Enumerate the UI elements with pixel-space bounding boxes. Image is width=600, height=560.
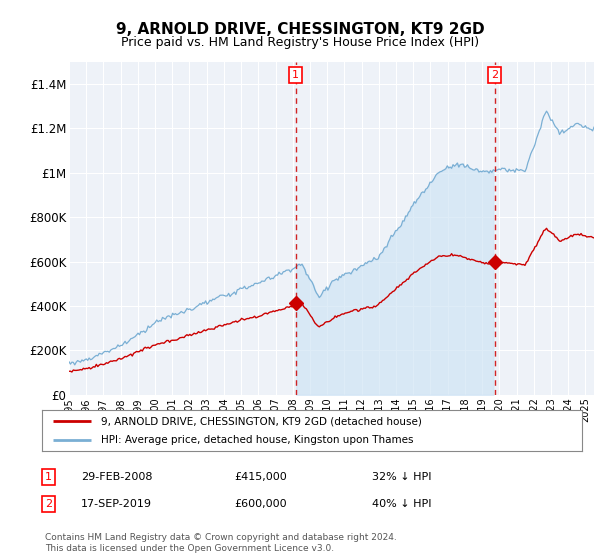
Text: 32% ↓ HPI: 32% ↓ HPI <box>372 472 431 482</box>
Text: 1: 1 <box>45 472 52 482</box>
Text: £600,000: £600,000 <box>234 499 287 509</box>
Text: HPI: Average price, detached house, Kingston upon Thames: HPI: Average price, detached house, King… <box>101 435 414 445</box>
Text: 17-SEP-2019: 17-SEP-2019 <box>81 499 152 509</box>
Text: 1: 1 <box>292 70 299 80</box>
Text: £415,000: £415,000 <box>234 472 287 482</box>
Text: 2: 2 <box>45 499 52 509</box>
Text: 9, ARNOLD DRIVE, CHESSINGTON, KT9 2GD (detached house): 9, ARNOLD DRIVE, CHESSINGTON, KT9 2GD (d… <box>101 417 422 426</box>
Text: 2: 2 <box>491 70 498 80</box>
Text: Contains HM Land Registry data © Crown copyright and database right 2024.
This d: Contains HM Land Registry data © Crown c… <box>45 533 397 553</box>
Text: 29-FEB-2008: 29-FEB-2008 <box>81 472 152 482</box>
Text: 40% ↓ HPI: 40% ↓ HPI <box>372 499 431 509</box>
Text: Price paid vs. HM Land Registry's House Price Index (HPI): Price paid vs. HM Land Registry's House … <box>121 36 479 49</box>
Text: 9, ARNOLD DRIVE, CHESSINGTON, KT9 2GD: 9, ARNOLD DRIVE, CHESSINGTON, KT9 2GD <box>116 22 484 38</box>
